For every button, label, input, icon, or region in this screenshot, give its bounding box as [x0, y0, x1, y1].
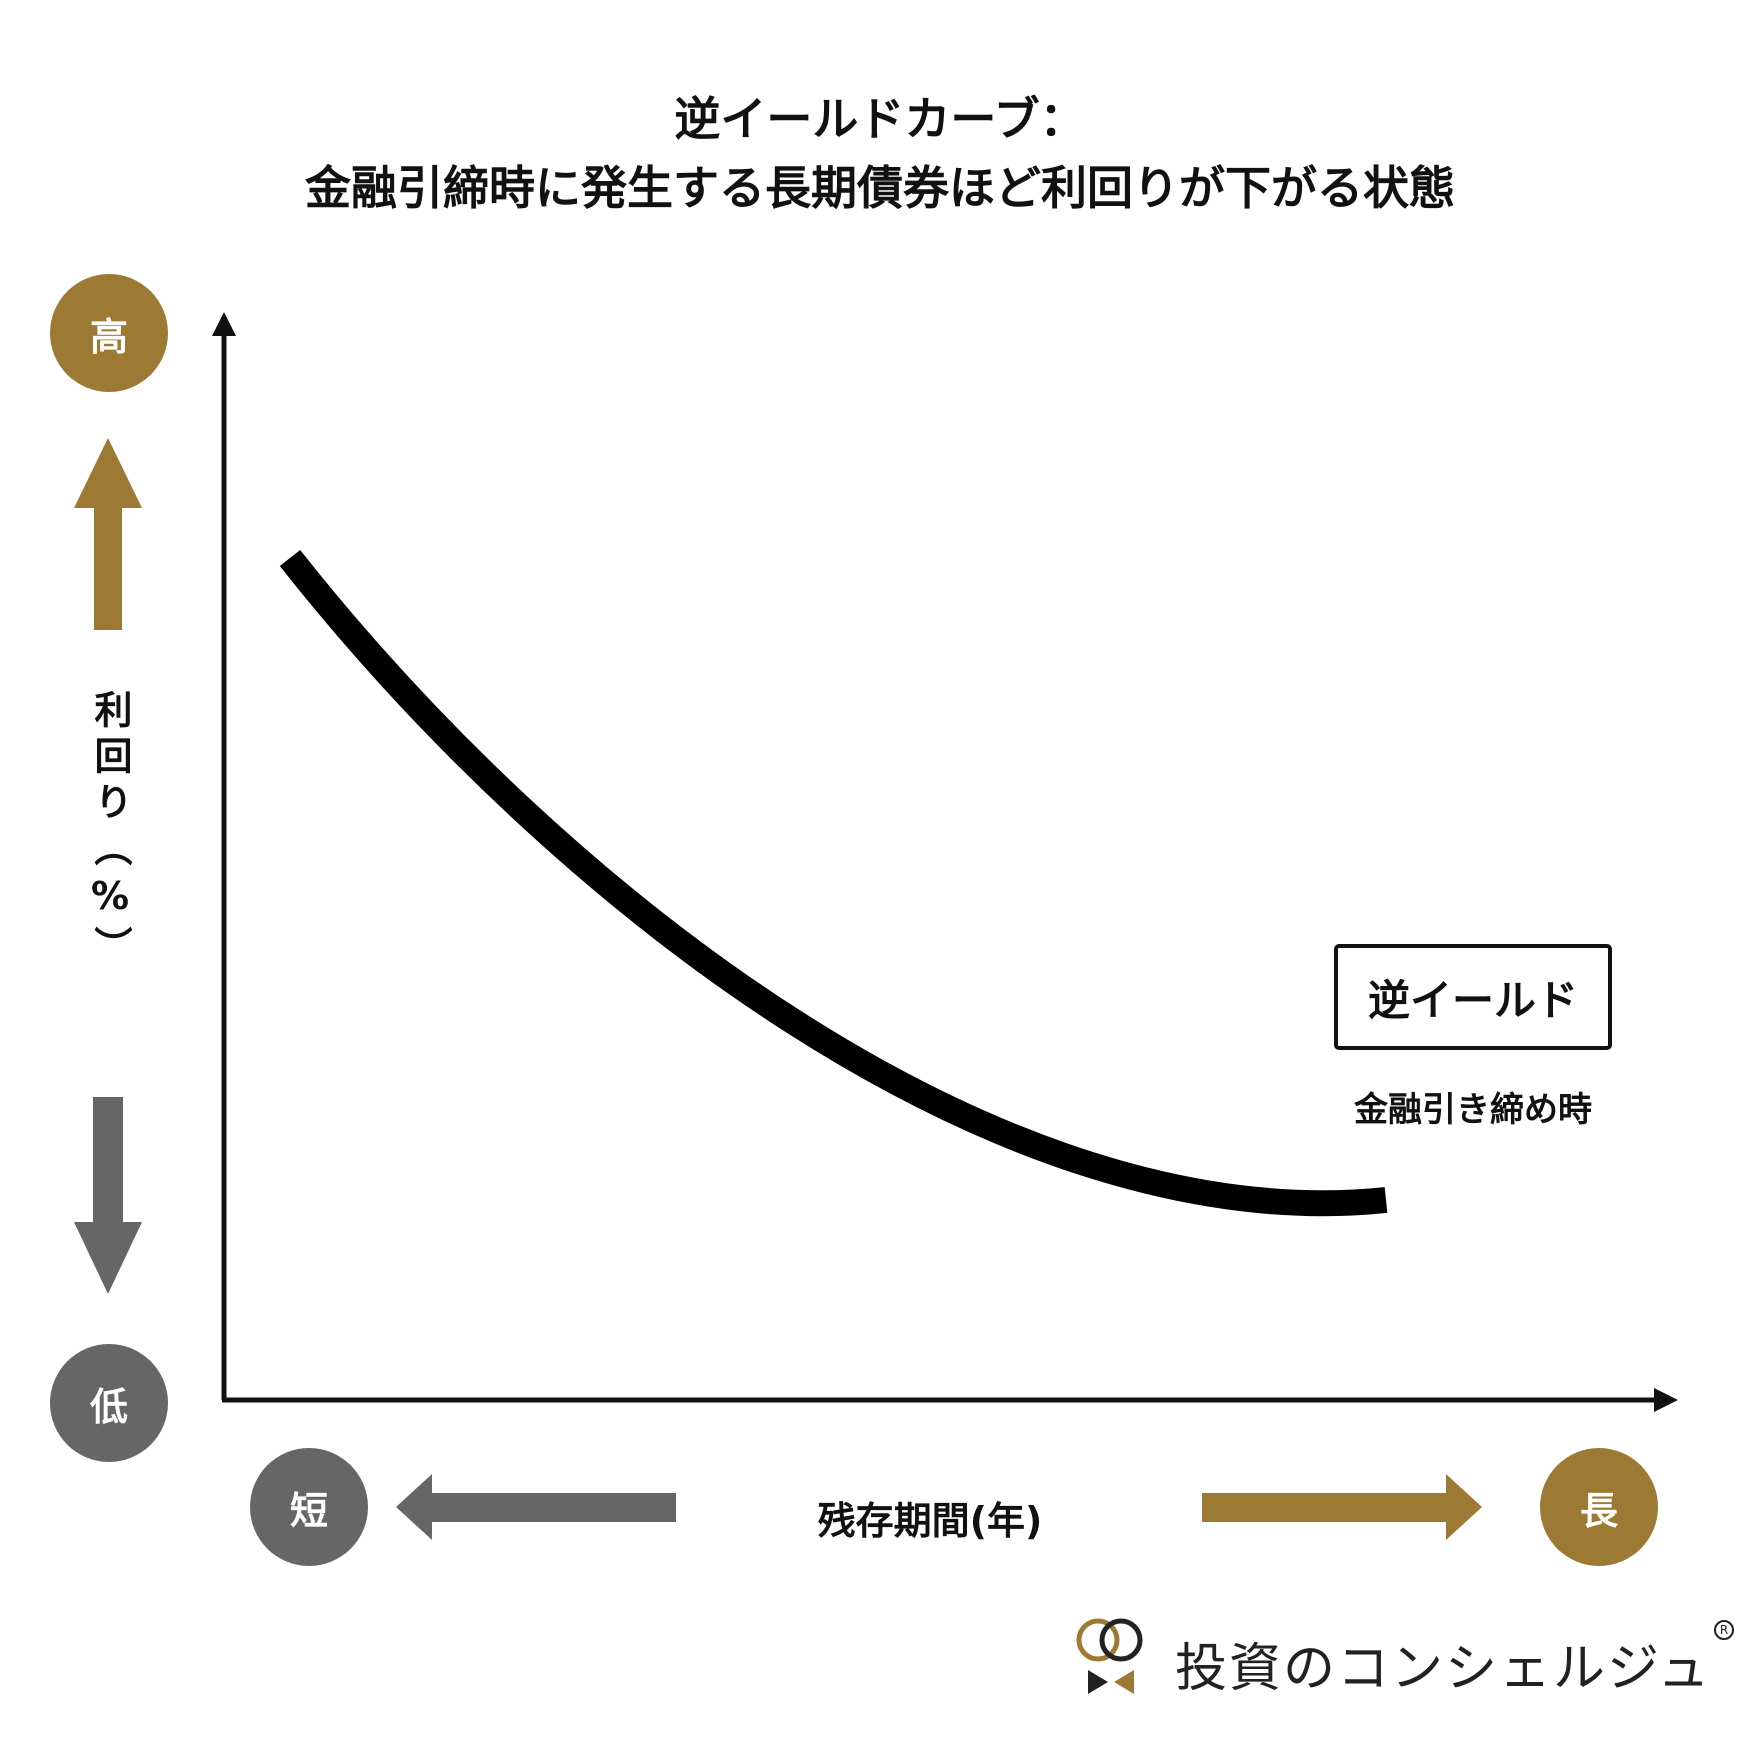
right-arrow — [1202, 1474, 1482, 1540]
inverted-yield-badge: 逆イールド — [1334, 944, 1612, 1050]
title-line-2: 金融引締時に発生する長期債券ほど利回りが下がる状態 — [305, 161, 1455, 215]
up-arrow — [74, 438, 142, 630]
registered-mark: R — [1714, 1620, 1734, 1640]
y-axis-arrowhead — [212, 312, 236, 336]
bowtie-left — [1088, 1670, 1108, 1694]
short-term-circle: 短 — [250, 1448, 368, 1566]
low-yield-circle: 低 — [50, 1344, 168, 1462]
x-axis-label: 残存期間(年) — [817, 1499, 1043, 1543]
high-yield-circle: 高 — [50, 274, 168, 392]
title-line-1: 逆イールドカーブ： — [674, 92, 1086, 146]
inverted-yield-curve — [279, 549, 1388, 1217]
y-axis-label: 利回り（%） — [88, 690, 132, 972]
left-arrow — [396, 1474, 676, 1540]
tightening-caption: 金融引き締め時 — [1354, 1090, 1592, 1130]
x-axis-arrowhead — [1654, 1388, 1678, 1412]
dark-ring — [1099, 1618, 1143, 1662]
brand-name: 投資のコンシェルジュ — [1175, 1639, 1712, 1699]
rings-bowtie-logo — [1076, 1618, 1143, 1694]
down-arrow — [74, 1097, 142, 1294]
gold-ring — [1076, 1618, 1120, 1662]
bowtie-right — [1114, 1670, 1134, 1694]
long-term-circle: 長 — [1540, 1448, 1658, 1566]
